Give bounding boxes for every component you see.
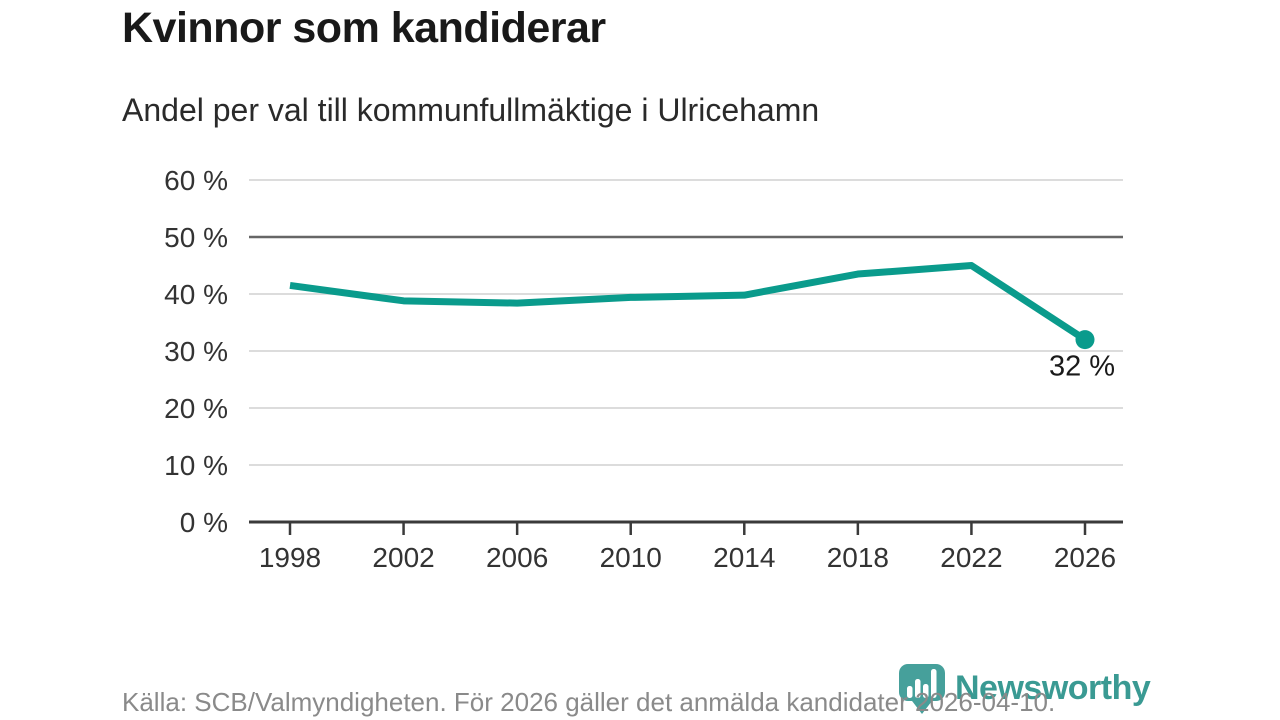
y-axis-tick-label: 0 % <box>180 507 228 538</box>
x-axis-tick-label: 2018 <box>827 542 889 573</box>
x-axis-tick-label: 2006 <box>486 542 548 573</box>
x-axis-tick-label: 2014 <box>713 542 775 573</box>
y-axis-tick-label: 30 % <box>164 336 228 367</box>
x-axis-tick-label: 1998 <box>259 542 321 573</box>
y-axis-tick-label: 20 % <box>164 393 228 424</box>
newsworthy-logo: Newsworthy <box>897 662 1151 714</box>
x-axis-tick-label: 2010 <box>600 542 662 573</box>
y-axis-tick-label: 10 % <box>164 450 228 481</box>
newsworthy-logo-icon <box>899 664 945 714</box>
source-note: Källa: SCB/Valmyndigheten. För 2026 gäll… <box>122 687 1056 717</box>
y-axis-tick-label: 60 % <box>164 165 228 196</box>
chart-subtitle: Andel per val till kommunfullmäktige i U… <box>122 92 820 128</box>
data-line <box>289 262 1087 343</box>
end-value-label: 32 % <box>1049 351 1115 383</box>
y-axis-tick-label: 50 % <box>164 222 228 253</box>
x-axis-tick-label: 2002 <box>372 542 434 573</box>
x-axis-tick-label: 2026 <box>1054 542 1116 573</box>
end-point-marker <box>1075 330 1095 350</box>
chart-title: Kvinnor som kandiderar <box>122 4 606 52</box>
newsworthy-wordmark: Newsworthy <box>955 668 1151 707</box>
y-axis-tick-label: 40 % <box>164 279 228 310</box>
x-axis-tick-label: 2022 <box>940 542 1002 573</box>
